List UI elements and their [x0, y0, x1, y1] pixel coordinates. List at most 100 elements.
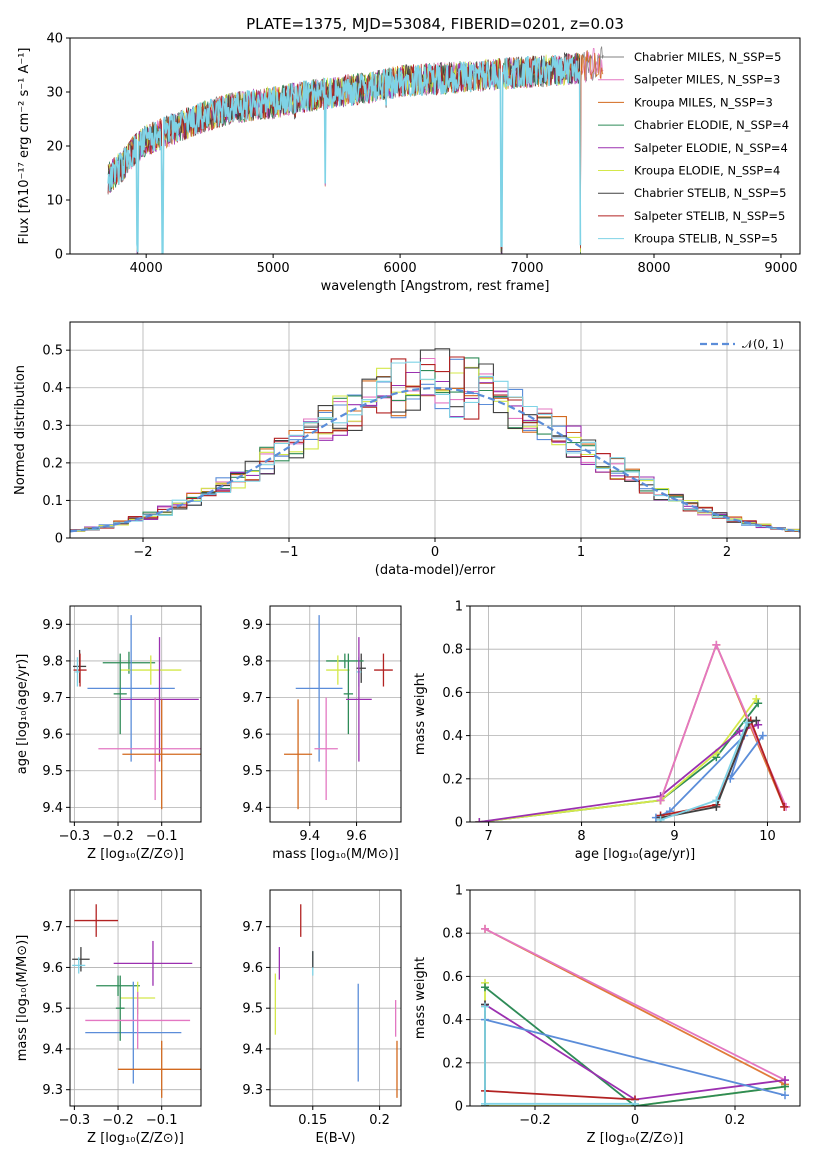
weight-marker — [481, 983, 489, 992]
y-tick-label: 0.6 — [442, 970, 463, 985]
y-tick-label: 9.8 — [42, 654, 63, 669]
weight-marker — [712, 796, 721, 805]
x-axis-label: Z [log₁₀(Z/Z⊙)] — [87, 847, 184, 862]
legend-label-kroupa_elodie: Kroupa ELODIE, N_SSP=4 — [634, 164, 780, 178]
y-tick-label: 0 — [55, 532, 63, 547]
weight-marker — [475, 818, 484, 822]
x-axis-label: age [log₁₀(age/yr)] — [575, 847, 696, 862]
y-tick-label: 0.2 — [442, 772, 463, 787]
x-tick-label: −0.2 — [519, 1113, 551, 1128]
mass_age-panel: 9.4 9.6 9.4 9.5 9.6 9.7 9.8 9.9 mass [log₁₀(M/M⊙… — [242, 605, 402, 862]
mass_age-marks — [284, 615, 393, 810]
x-tick-label: 6000 — [384, 261, 417, 276]
x-tick-label: −0.3 — [59, 829, 91, 844]
x-axis-label: (data-model)/error — [375, 563, 496, 578]
weight-marker — [780, 802, 789, 811]
weight-marker — [631, 1099, 639, 1106]
axes-frame — [469, 605, 801, 823]
y-tick-label: 9.7 — [42, 920, 63, 935]
spectrum-line-kroupa_stelib — [107, 55, 582, 254]
z_mass-marks — [72, 904, 201, 1098]
x-tick-label: 2 — [723, 545, 731, 560]
ebv_mass-marks — [274, 904, 398, 1098]
x-tick-label: 1 — [577, 545, 585, 560]
figure-title: PLATE=1375, MJD=53084, FIBERID=0201, z=0… — [246, 15, 624, 33]
y-tick-label: 9.3 — [242, 1083, 263, 1098]
x-tick-label: 0.15 — [298, 1113, 327, 1128]
y-tick-label: 0 — [455, 816, 463, 831]
ebv_mass-panel: 0.15 0.2 9.3 9.4 9.5 9.6 9.7 E(B-V) — [242, 889, 402, 1146]
y-tick-label: 9.3 — [42, 1083, 63, 1098]
x-tick-label: 7 — [484, 829, 492, 844]
weight-line-8 — [660, 722, 748, 821]
y-tick-label: 0.4 — [442, 729, 463, 744]
y-tick-label: 0.3 — [42, 419, 63, 434]
y-tick-label: 9.6 — [42, 961, 63, 976]
y-tick-label: 9.9 — [42, 618, 63, 633]
y-tick-label: 0.2 — [442, 1056, 463, 1071]
residuals-panel: −2 −1 0 1 2 0 0.1 0.2 0.3 0.4 0.5 (data-model)/erro… — [13, 321, 801, 578]
z_weight-marks — [481, 924, 789, 1106]
axes-frame — [269, 605, 402, 823]
weight-line-1 — [484, 928, 786, 1081]
x-axis-label: wavelength [Angstrom, rest frame] — [321, 279, 550, 294]
y-tick-label: 9.5 — [242, 764, 263, 779]
axes-frame — [269, 889, 402, 1107]
x-tick-label: −0.1 — [146, 1113, 178, 1128]
y-tick-label: 0.1 — [42, 494, 63, 509]
weight-marker — [743, 718, 752, 727]
y-tick-label: 9.7 — [242, 691, 263, 706]
y-tick-label: 9.7 — [242, 920, 263, 935]
z_weight-panel: −0.2 0 0.2 0 0.2 0.4 0.6 0.8 1 Z [log₁₀(Z/Z⊙)] mas… — [413, 884, 801, 1146]
residuals-marks — [70, 348, 800, 533]
weight-line-5 — [484, 1018, 786, 1097]
legend-label-salpeter_miles: Salpeter MILES, N_SSP=3 — [634, 73, 780, 87]
y-tick-label: 9.4 — [42, 801, 63, 816]
y-tick-label: 9.6 — [42, 728, 63, 743]
x-axis-label: Z [log₁₀(Z/Z⊙)] — [87, 1131, 184, 1146]
y-axis-label: Normed distribution — [13, 365, 28, 495]
normal-curve — [70, 386, 800, 533]
weight-marker — [754, 699, 763, 708]
weight-marker — [712, 640, 721, 649]
weight-line-3 — [484, 986, 786, 1106]
y-tick-label: 9.5 — [42, 1002, 63, 1017]
y-tick-label: 0 — [55, 248, 63, 263]
y-tick-label: 0 — [455, 1100, 463, 1115]
weight-marker — [752, 716, 761, 725]
x-tick-label: −0.1 — [146, 829, 178, 844]
legend-label-kroupa_miles: Kroupa MILES, N_SSP=3 — [634, 95, 773, 109]
x-tick-label: 0.2 — [725, 1113, 746, 1128]
z_age-marks — [73, 615, 201, 810]
weight-marker — [481, 1099, 489, 1106]
x-axis-label: E(B-V) — [315, 1131, 355, 1146]
y-tick-label: 0.5 — [42, 344, 63, 359]
y-tick-label: 9.5 — [42, 764, 63, 779]
legend-label-kroupa_stelib: Kroupa STELIB, N_SSP=5 — [634, 232, 778, 246]
x-tick-label: 0 — [631, 1113, 639, 1128]
x-tick-label: −0.2 — [102, 1113, 134, 1128]
x-tick-label: 9.4 — [299, 829, 320, 844]
weight-marker — [781, 1091, 789, 1100]
z_age-panel: −0.3 −0.2 −0.1 9.4 9.5 9.6 9.7 9.8 9.9 Z [log₁₀(Z… — [15, 605, 202, 862]
x-tick-label: 0 — [431, 545, 439, 560]
age_weight-panel: 7 8 9 10 0 0.2 0.4 0.6 0.8 1 age [log₁₀(age/yr)] ma… — [413, 600, 801, 862]
legend-label-normal: 𝒩(0, 1) — [742, 337, 784, 351]
legend-label-chabrier_miles: Chabrier MILES, N_SSP=5 — [634, 50, 781, 64]
y-tick-label: 40 — [46, 32, 63, 47]
legend-label-chabrier_elodie: Chabrier ELODIE, N_SSP=4 — [634, 118, 789, 132]
spectrum-marks — [107, 46, 604, 254]
y-tick-label: 1 — [455, 600, 463, 615]
x-axis-label: Z [log₁₀(Z/Z⊙)] — [587, 1131, 684, 1146]
weight-marker — [481, 1002, 489, 1011]
weight-marker — [752, 694, 761, 703]
y-axis-label: Flux [fλ10⁻¹⁷ erg cm⁻² s⁻¹ A⁻¹] — [17, 48, 32, 245]
x-tick-label: −0.2 — [102, 829, 134, 844]
hist-step-chabrier_stelib — [70, 348, 800, 532]
y-tick-label: 9.8 — [242, 654, 263, 669]
axes-frame — [69, 889, 202, 1107]
x-tick-label: −2 — [133, 545, 152, 560]
y-tick-label: 9.5 — [242, 1002, 263, 1017]
y-tick-label: 1 — [455, 884, 463, 899]
